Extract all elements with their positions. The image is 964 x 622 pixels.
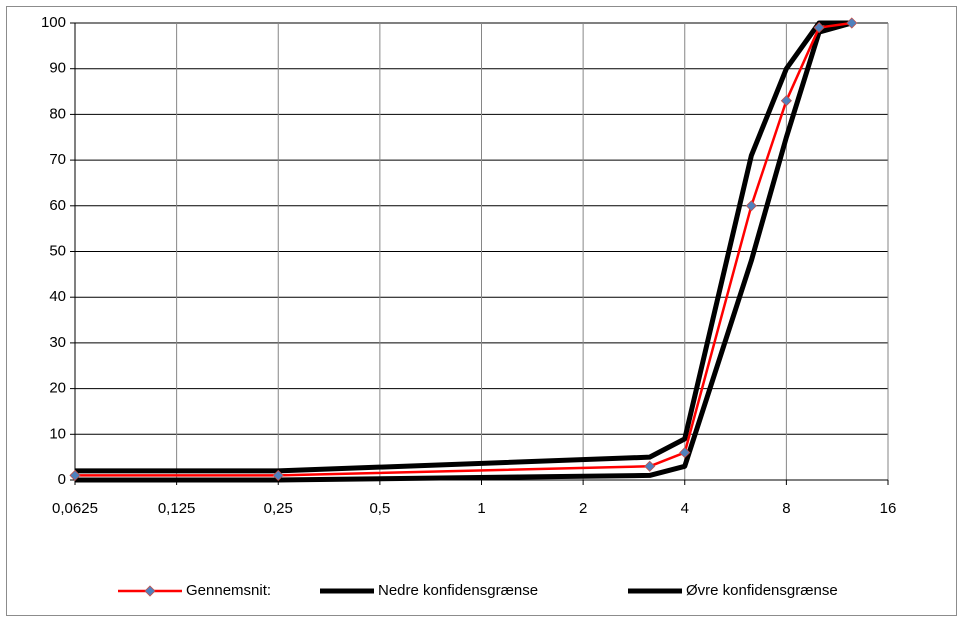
y-tick-label: 30 [49,334,66,351]
x-tick-label: 0,5 [369,500,390,517]
data-point [780,95,792,107]
y-tick-label: 50 [49,242,66,259]
data-point [813,22,825,34]
x-tick-label: 2 [579,500,587,517]
data-point [644,460,656,472]
x-tick-label: 0,125 [158,500,196,517]
x-tick-label: 16 [880,500,897,517]
y-tick-label: 80 [49,105,66,122]
series-line [75,21,852,477]
x-tick-label: 0,0625 [52,500,98,517]
series-line [75,20,852,474]
series-line [75,20,853,483]
x-tick-label: 1 [477,500,485,517]
data-point [745,200,757,212]
y-tick-label: 40 [49,288,66,305]
data-point [69,469,81,481]
legend-marker [144,585,156,597]
x-tick-label: 4 [681,500,689,517]
data-point [846,17,858,29]
legend-label: Nedre konfidensgrænse [378,582,538,599]
legend-label: Øvre konfidensgrænse [686,582,838,599]
y-tick-label: 100 [41,14,66,31]
y-tick-label: 90 [49,60,66,77]
x-tick-label: 8 [782,500,790,517]
legend-label: Gennemsnit: [186,582,271,599]
y-tick-label: 60 [49,197,66,214]
data-point [679,447,691,459]
y-tick-label: 0 [58,471,66,488]
x-tick-label: 0,25 [264,500,293,517]
y-tick-label: 10 [49,425,66,442]
y-tick-label: 70 [49,151,66,168]
data-point [272,469,284,481]
y-tick-label: 20 [49,380,66,397]
